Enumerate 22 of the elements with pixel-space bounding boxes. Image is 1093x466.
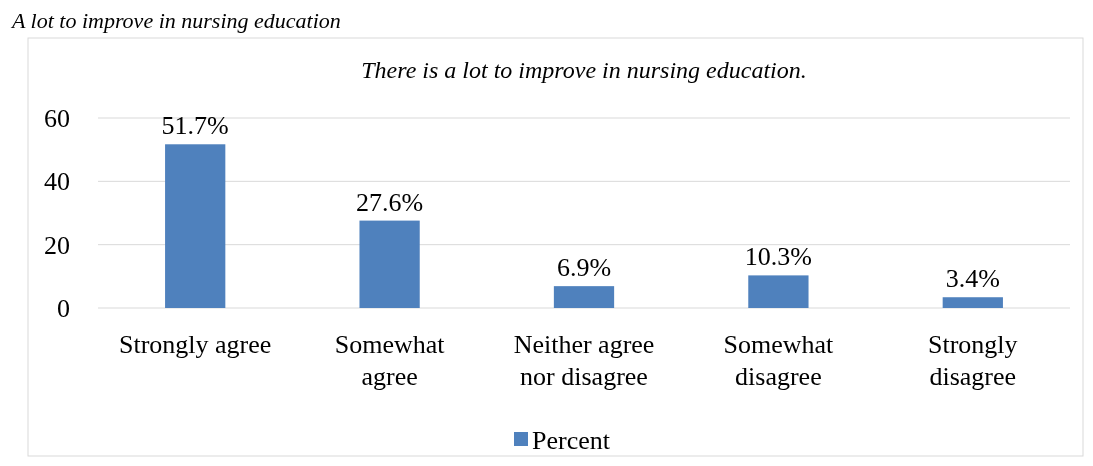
- chart-title: There is a lot to improve in nursing education.: [361, 57, 807, 83]
- x-tick-label: Strongly agree: [119, 330, 272, 359]
- bar: [942, 297, 1003, 308]
- legend-label: Percent: [532, 426, 611, 456]
- bar: [165, 144, 226, 308]
- bar: [359, 220, 420, 308]
- text: 6.9%: [556, 253, 612, 283]
- bar: [748, 275, 809, 308]
- y-tick-label: 20: [44, 230, 70, 260]
- text: 51.7%: [161, 111, 229, 141]
- y-tick-label: 60: [44, 104, 70, 134]
- text: A lot to improve in nursing education: [10, 8, 341, 33]
- x-tick-label: Somewhat agree: [334, 330, 446, 391]
- text: 27.6%: [356, 187, 424, 217]
- x-tick-label: Strongly disagree: [928, 330, 1018, 391]
- bar: [553, 286, 615, 308]
- text: 10.3%: [744, 242, 812, 272]
- y-tick-label: 40: [44, 167, 70, 197]
- x-tick-label: Somewhat disagree: [723, 330, 835, 391]
- text: 3.4%: [945, 264, 1000, 294]
- y-tick-label: 0: [57, 294, 70, 324]
- x-tick-label: Neither agree nor disagree: [513, 330, 655, 391]
